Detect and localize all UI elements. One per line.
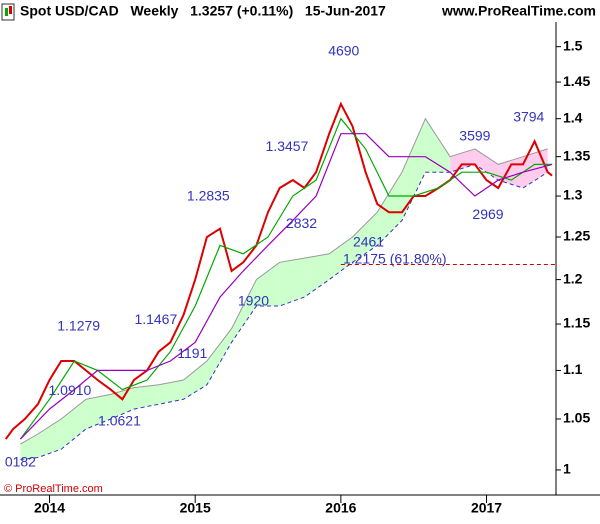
logo-bar (9, 6, 12, 14)
annotation: 2969 (472, 206, 503, 222)
annotation: 2832 (286, 215, 317, 231)
y-tick-label: 1.5 (563, 37, 583, 53)
cloud-segment (256, 262, 280, 307)
cloud-segment (158, 379, 184, 405)
cloud-segment (134, 384, 159, 410)
annotation: 1.1279 (57, 317, 100, 333)
cloud-segment (425, 118, 451, 173)
cloud-lower-span (20, 163, 548, 460)
cloud-segment (20, 434, 38, 460)
y-tick-label: 1.05 (563, 410, 590, 426)
annotation: 3794 (513, 109, 544, 125)
source: www.ProRealTime.com (441, 3, 596, 19)
cloud-segment (304, 253, 330, 298)
y-tick-label: 1.1 (563, 361, 583, 377)
y-tick-label: 1.45 (563, 73, 590, 89)
annotation: 3599 (459, 127, 490, 143)
cloud-segment (183, 360, 207, 400)
x-tick-label: 2014 (34, 500, 65, 516)
annotation: 0182 (5, 453, 36, 469)
annotation: 1920 (238, 292, 269, 308)
cloud-segment (206, 328, 232, 385)
annotation: 1.0910 (49, 382, 92, 398)
y-tick-label: 1 (563, 461, 571, 477)
footer: © ProRealTime.com (4, 483, 103, 495)
y-tick-label: 1.4 (563, 109, 583, 125)
logo-bar (5, 8, 8, 16)
x-tick-label: 2015 (180, 500, 211, 516)
chart-title: Spot USD/CAD Weekly 1.3257 (+0.11%) 15-J… (20, 3, 386, 19)
cloud-segment (474, 148, 499, 181)
y-tick-label: 1.15 (563, 315, 590, 331)
series-line (19, 117, 553, 440)
annotation: 4690 (328, 42, 359, 58)
cloud-upper-span (20, 117, 548, 445)
annotation: 1.0621 (98, 413, 141, 429)
annotation: 1.1467 (134, 311, 177, 327)
y-tick-label: 1.2 (563, 270, 583, 286)
annotation: 1.3457 (266, 138, 309, 154)
series-line (4, 101, 553, 440)
annotation: 2461 (353, 234, 384, 250)
cloud-segment (279, 258, 305, 307)
x-tick-label: 2016 (325, 500, 356, 516)
logo (1, 3, 15, 21)
cloud-segment (37, 418, 62, 458)
y-tick-label: 1.3 (563, 187, 583, 203)
cloud-segment (85, 394, 111, 429)
annotation: 1.2835 (187, 188, 230, 204)
cloud-segment (352, 212, 378, 263)
x-tick-label: 2017 (471, 500, 502, 516)
cloud-segment (61, 399, 86, 450)
annotation: 1.2175 (61.80%) (343, 250, 447, 266)
annotation: 1191 (177, 345, 207, 361)
cloud-segment (402, 118, 426, 221)
series-line (19, 133, 553, 440)
cloud-segment (377, 172, 403, 246)
y-tick-label: 1.35 (563, 147, 590, 163)
cloud-segment (231, 279, 257, 343)
y-tick-label: 1.25 (563, 228, 590, 244)
cloud-segment (329, 236, 353, 280)
